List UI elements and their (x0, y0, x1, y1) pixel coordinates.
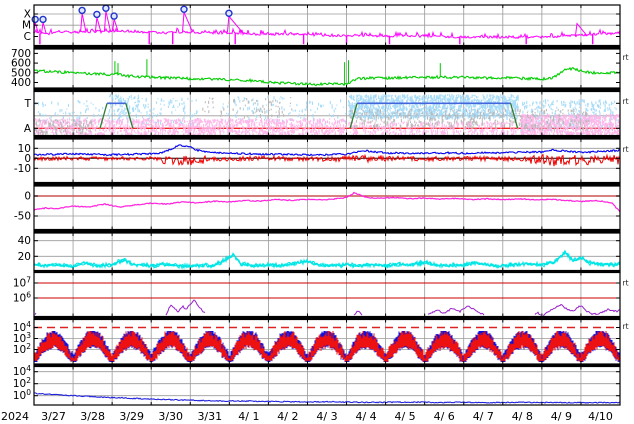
panel-separator (33, 182, 621, 186)
series-density (33, 249, 621, 270)
flare-marker-icon (110, 12, 118, 20)
scatter-band (34, 119, 93, 136)
flare-marker-icon (102, 4, 110, 12)
x-axis-day-label: 4/ 2 (277, 410, 298, 423)
x-axis-day-label: 4/ 3 (316, 410, 337, 423)
series-protons (34, 299, 621, 316)
x-axis-day-label: 4/ 1 (238, 410, 259, 423)
realtime-rt-label: rt (623, 279, 629, 288)
panel-separator (33, 364, 621, 367)
panel-separator (33, 88, 621, 92)
x-axis-day-label: 4/ 6 (434, 410, 455, 423)
y-tick-label: 102 (13, 342, 31, 356)
flare-marker-icon (225, 9, 233, 18)
x-axis-day-label: 3/31 (197, 410, 222, 423)
y-tick-label: 0 (24, 153, 31, 165)
scatter-band (202, 97, 293, 119)
y-tick-label: 102 (13, 376, 31, 390)
flare-marker-icon (93, 10, 101, 19)
panel-xray: XMC (22, 4, 621, 47)
x-axis-day-label: 3/28 (80, 410, 105, 423)
flare-marker-icon (39, 15, 47, 24)
y-tick-label: 700 (11, 48, 31, 60)
flare-marker-icon (180, 5, 188, 14)
panel-dst: 0 -50 (14, 185, 621, 231)
series-decay (33, 392, 621, 404)
y-tick-label: 10 (18, 143, 31, 155)
y-tick-label: A (24, 123, 32, 135)
series-speed (33, 66, 621, 87)
series-dst (33, 191, 621, 213)
panel-separator (33, 270, 621, 273)
series-bz (33, 153, 621, 167)
realtime-rt-label: rt (623, 145, 629, 154)
panel-b: 100-10 (14, 138, 621, 184)
x-axis-day-label: 4/10 (588, 410, 613, 423)
flare-spike (575, 22, 588, 36)
x-axis-day-label: 3/29 (119, 410, 144, 423)
x-axis-day-label: 4/ 8 (512, 410, 533, 423)
realtime-rt-label: rt (623, 97, 629, 106)
series-bt (33, 144, 621, 157)
x-axis-day-label: 4/ 9 (551, 410, 572, 423)
x-axis-day-label: 3/27 (41, 410, 66, 423)
x-axis-day-label: 4/ 5 (394, 410, 415, 423)
y-tick-label: -10 (14, 163, 31, 175)
flare-marker-icon (78, 6, 86, 15)
electron-band-red (34, 331, 620, 362)
y-tick-label: 500 (11, 67, 31, 79)
y-tick-label: 0 (24, 191, 31, 203)
x-axis-day-label: 3/30 (158, 410, 183, 423)
y-tick-label: 400 (11, 77, 31, 89)
scatter-band (518, 108, 590, 132)
scatter-band (140, 97, 199, 127)
y-tick-label: X (24, 9, 31, 21)
y-tick-label: -50 (14, 211, 31, 223)
y-tick-label: 103 (13, 331, 31, 345)
x-axis-day-label: 4/ 4 (355, 410, 376, 423)
panel-separator (33, 229, 621, 233)
series-flux (33, 26, 621, 40)
y-tick-label: 100 (13, 388, 31, 402)
y-tick-label: 104 (13, 320, 31, 334)
y-tick-label: 107 (13, 276, 31, 290)
realtime-rt-label: rt (623, 322, 629, 331)
y-tick-label: T (24, 98, 32, 110)
realtime-rt-label: rt (623, 53, 629, 62)
y-tick-label: 106 (13, 291, 31, 305)
y-tick-label: 104 (13, 364, 31, 378)
y-tick-label: 600 (11, 58, 31, 70)
y-tick-label: 20 (18, 251, 31, 263)
y-tick-label: 40 (18, 235, 31, 247)
flare-marker-icon (31, 15, 39, 24)
y-tick-label: M (22, 20, 31, 32)
panel-separator (33, 135, 621, 139)
panel-separator (33, 45, 621, 49)
scatter-band (349, 108, 519, 130)
panel-ta: TA (24, 90, 621, 138)
y-tick-label: C (24, 31, 31, 43)
x-axis-day-label: 4/ 7 (473, 410, 494, 423)
panel-separator (33, 316, 621, 320)
x-axis-year-label: 2024 (1, 410, 29, 423)
